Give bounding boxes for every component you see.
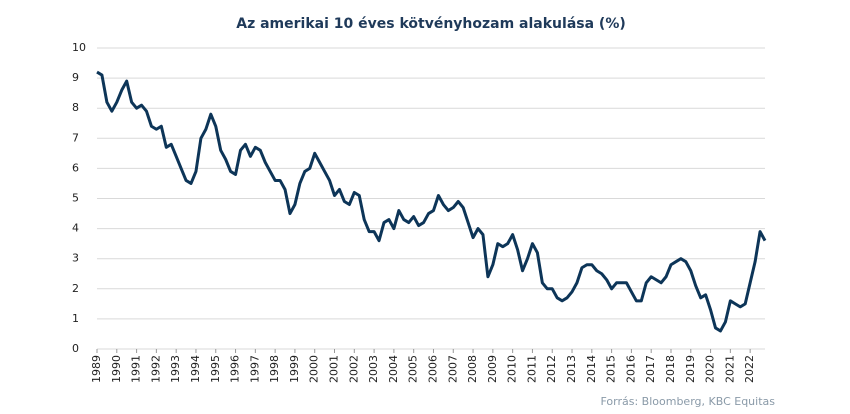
x-tick-label: 1999 [288, 355, 301, 383]
x-tick-label: 2015 [605, 355, 618, 383]
y-tick-label: 8 [72, 101, 79, 114]
y-tick-label: 9 [72, 71, 79, 84]
x-tick-label: 1995 [209, 355, 222, 383]
x-tick-label: 1991 [130, 355, 143, 383]
x-tick-label: 2001 [328, 355, 341, 383]
x-tick-label: 2005 [407, 355, 420, 383]
y-tick-label: 7 [72, 131, 79, 144]
x-tick-label: 1998 [268, 355, 281, 383]
x-tick-label: 1994 [189, 355, 202, 383]
x-tick-label: 2007 [446, 355, 459, 383]
chart-title: Az amerikai 10 éves kötvényhozam alakulá… [236, 16, 626, 32]
data-line [96, 70, 767, 333]
x-tick-label: 2004 [387, 355, 400, 383]
x-tick-label: 2009 [486, 355, 499, 383]
x-tick-label: 1992 [149, 355, 162, 383]
x-tick-label: 2000 [308, 355, 321, 383]
x-tick-label: 1996 [229, 355, 242, 383]
x-tick-label: 2008 [466, 355, 479, 383]
x-tick-label: 2011 [525, 355, 538, 383]
x-tick-label: 2022 [743, 355, 756, 383]
x-tick-label: 1989 [90, 355, 103, 383]
y-tick-label: 5 [72, 192, 79, 205]
x-tick-label: 2010 [506, 355, 519, 383]
source-note: Forrás: Bloomberg, KBC Equitas [600, 395, 775, 408]
y-tick-label: 6 [72, 161, 79, 174]
x-tick-label: 1997 [248, 355, 261, 383]
x-tick-label: 2020 [704, 355, 717, 383]
x-tick-label: 2012 [545, 355, 558, 383]
x-tick-label: 2014 [585, 355, 598, 383]
x-tick-label: 2013 [565, 355, 578, 383]
x-tick-label: 2003 [367, 355, 380, 383]
x-tick-label: 1990 [110, 355, 123, 383]
x-tick-label: 2018 [664, 355, 677, 383]
y-tick-label: 2 [72, 282, 79, 295]
y-tick-label: 10 [72, 41, 86, 54]
x-tick-label: 2006 [426, 355, 439, 383]
y-tick-label: 3 [72, 252, 79, 265]
y-tick-label: 1 [72, 312, 79, 325]
y-tick-label: 4 [72, 222, 79, 235]
x-tick-label: 2017 [644, 355, 657, 383]
x-tick-label: 2002 [347, 355, 360, 383]
x-tick-label: 1993 [169, 355, 182, 383]
y-tick-label: 0 [72, 342, 79, 355]
x-tick-label: 2021 [723, 355, 736, 383]
x-tick-label: 2019 [684, 355, 697, 383]
x-tick-label: 2016 [624, 355, 637, 383]
